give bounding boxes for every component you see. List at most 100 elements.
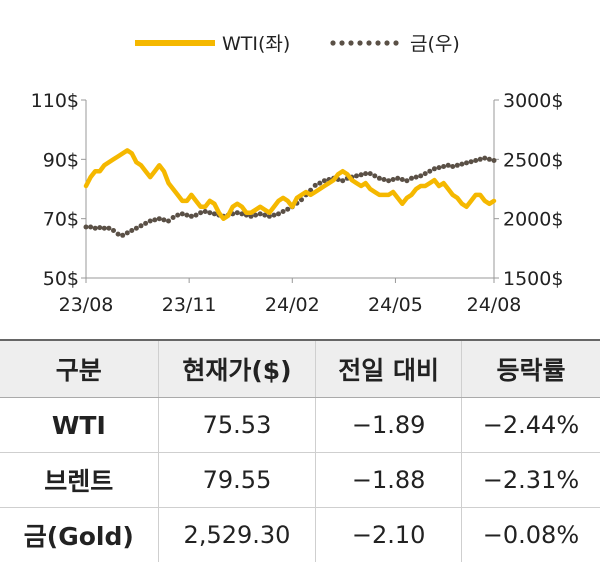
gold-point <box>203 209 208 214</box>
gold-point <box>372 173 377 178</box>
gold-point <box>180 211 185 216</box>
gold-point <box>391 177 396 182</box>
right-tick-label: 2500$ <box>503 149 563 171</box>
gold-point <box>106 226 111 231</box>
header-change-rate: 등락률 <box>461 340 600 398</box>
gold-point <box>450 164 455 169</box>
legend-swatch-dot <box>357 40 362 45</box>
gold-point <box>194 213 199 218</box>
gold-point <box>166 219 171 224</box>
gold-point <box>340 178 345 183</box>
gold-point <box>120 233 125 238</box>
gold-point <box>487 157 492 162</box>
legend-swatch-dot <box>375 40 380 45</box>
gold-point <box>354 173 359 178</box>
legend-swatch-dot <box>348 40 353 45</box>
cell-change: −1.88 <box>316 453 462 508</box>
gold-point <box>129 228 134 233</box>
row-label: 브렌트 <box>0 453 158 508</box>
gold-point <box>382 177 387 182</box>
gold-point <box>157 216 162 221</box>
gold-point <box>281 209 286 214</box>
table-row: 브렌트 79.55 −1.88 −2.31% <box>0 453 600 508</box>
header-change: 전일 대비 <box>316 340 462 398</box>
table-header-row: 구분 현재가($) 전일 대비 등락률 <box>0 340 600 398</box>
row-label: WTI <box>0 398 158 453</box>
gold-point <box>313 183 318 188</box>
gold-point <box>97 225 102 230</box>
cell-change: −1.89 <box>316 398 462 453</box>
table-row: 금(Gold) 2,529.30 −2.10 −0.08% <box>0 508 600 562</box>
gold-point <box>427 169 432 174</box>
gold-point <box>143 221 148 226</box>
gold-point <box>459 162 464 167</box>
gold-point <box>404 178 409 183</box>
gold-point <box>423 171 428 176</box>
gold-point <box>175 213 180 218</box>
gold-point <box>473 158 478 163</box>
gold-point <box>441 164 446 169</box>
gold-point <box>377 176 382 181</box>
gold-point <box>469 159 474 164</box>
cell-rate: −2.44% <box>461 398 600 453</box>
gold-point <box>184 213 189 218</box>
gold-point <box>437 165 442 170</box>
gold-point <box>446 163 451 168</box>
x-tick-label: 24/08 <box>467 294 522 316</box>
gold-point <box>276 211 281 216</box>
gold-point <box>414 175 419 180</box>
gold-point <box>102 226 107 231</box>
legend-swatch-dot <box>384 40 389 45</box>
gold-point <box>125 230 130 235</box>
cell-price: 2,529.30 <box>158 508 316 562</box>
row-label: 금(Gold) <box>0 508 158 562</box>
gold-point <box>84 225 89 230</box>
legend-swatch-dot <box>339 40 344 45</box>
gold-point <box>482 156 487 161</box>
right-tick-label: 1500$ <box>503 268 563 290</box>
cell-price: 75.53 <box>158 398 316 453</box>
legend-label-gold: 금(우) <box>410 33 460 55</box>
gold-point <box>152 217 157 222</box>
x-tick-label: 23/08 <box>59 294 114 316</box>
legend-swatch-dot <box>393 40 398 45</box>
gold-point <box>207 210 212 215</box>
gold-point <box>285 207 290 212</box>
gold-point <box>116 232 121 237</box>
cell-rate: −2.31% <box>461 453 600 508</box>
gold-point <box>161 217 166 222</box>
left-tick-label: 70$ <box>43 209 79 231</box>
gold-point <box>363 171 368 176</box>
chart-area: WTI(좌)금(우)110$90$70$50$3000$2500$2000$15… <box>0 0 600 325</box>
gold-point <box>492 158 497 163</box>
legend-label-wti: WTI(좌) <box>222 33 290 55</box>
gold-point <box>139 223 144 228</box>
gold-point <box>317 181 322 186</box>
legend-swatch-dot <box>330 40 335 45</box>
price-table: 구분 현재가($) 전일 대비 등락률 WTI 75.53 −1.89 −2.4… <box>0 339 600 562</box>
line-chart: WTI(좌)금(우)110$90$70$50$3000$2500$2000$15… <box>0 0 600 325</box>
gold-point <box>478 157 483 162</box>
gold-point <box>198 210 203 215</box>
gold-point <box>134 226 139 231</box>
gold-point <box>272 213 277 218</box>
x-tick-label: 24/05 <box>368 294 423 316</box>
gold-point <box>93 226 98 231</box>
gold-point <box>455 163 460 168</box>
gold-point <box>148 219 153 224</box>
cell-rate: −0.08% <box>461 508 600 562</box>
left-tick-label: 90$ <box>43 149 79 171</box>
gold-point <box>418 173 423 178</box>
gold-point <box>171 215 176 220</box>
gold-point <box>258 211 263 216</box>
right-tick-label: 2000$ <box>503 209 563 231</box>
table-row: WTI 75.53 −1.89 −2.44% <box>0 398 600 453</box>
gold-point <box>189 214 194 219</box>
x-tick-label: 24/02 <box>265 294 320 316</box>
gold-point <box>235 210 240 215</box>
legend-swatch-dot <box>366 40 371 45</box>
gold-point <box>432 166 437 171</box>
gold-point <box>88 225 93 230</box>
gold-point <box>400 177 405 182</box>
gold-point <box>395 176 400 181</box>
